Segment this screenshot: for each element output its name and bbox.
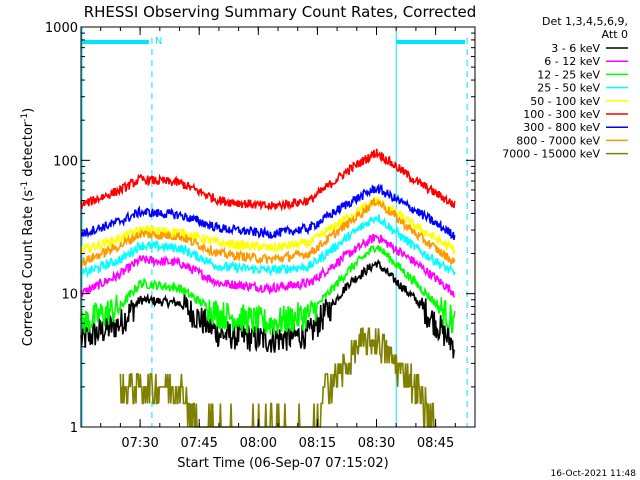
x-axis: 07:30 07:45 08:00 08:15 08:30 08:45 <box>80 27 476 451</box>
legend-label: 3 - 6 keV <box>551 42 600 55</box>
plot-area: N <box>80 27 468 428</box>
y-axis-label-part: -1 <box>20 181 30 190</box>
legend-label: 6 - 12 keV <box>544 55 600 68</box>
legend-label: 7000 - 15000 keV <box>502 148 600 161</box>
x-tick-label: 08:15 <box>299 436 336 451</box>
x-tick-label: 08:45 <box>417 436 454 451</box>
legend-label: 800 - 7000 keV <box>516 134 600 147</box>
y-tick-label: 1 <box>70 421 78 436</box>
y-tick-label: 10 <box>61 288 78 303</box>
y-axis-label: Corrected Count Rate (s-1 detector-1) <box>20 108 36 346</box>
series-line <box>80 148 456 212</box>
x-tick-label: 07:30 <box>121 436 158 451</box>
y-axis-label-part: -1 <box>20 113 30 122</box>
y-axis-label-part: detector <box>21 121 36 181</box>
footer-timestamp: 16-Oct-2021 11:48 <box>551 469 637 479</box>
y-tick-label: 100 <box>53 154 78 169</box>
series-line <box>80 183 456 241</box>
series-line <box>80 233 455 298</box>
x-axis-label: Start Time (06-Sep-07 07:15:02) <box>177 456 388 471</box>
legend-label: 100 - 300 keV <box>523 108 600 121</box>
x-tick-label: 08:00 <box>240 436 277 451</box>
series-line <box>80 258 456 359</box>
x-tick-label: 08:30 <box>358 436 395 451</box>
legend-label: 25 - 50 keV <box>537 82 600 95</box>
y-axis-label-part: Corrected Count Rate (s <box>21 190 36 347</box>
legend-label: 50 - 100 keV <box>530 95 600 108</box>
series-line <box>80 196 456 255</box>
y-tick-label: 1000 <box>45 21 78 36</box>
legend-header: Det 1,3,4,5,6,9, <box>542 15 628 28</box>
chart-title: RHESSI Observing Summary Count Rates, Co… <box>84 3 477 21</box>
legend-header: Att 0 <box>602 28 628 41</box>
night-bar-label: N <box>155 36 162 47</box>
series-line <box>80 197 456 269</box>
series-line <box>80 245 456 335</box>
x-tick-label: 07:45 <box>180 436 217 451</box>
y-axis: 1 10 100 1000 <box>45 21 475 436</box>
series-line <box>80 214 456 279</box>
y-axis-label-part: ) <box>21 108 36 113</box>
legend-label: 12 - 25 keV <box>537 68 600 81</box>
legend-label: 300 - 800 keV <box>523 121 600 134</box>
